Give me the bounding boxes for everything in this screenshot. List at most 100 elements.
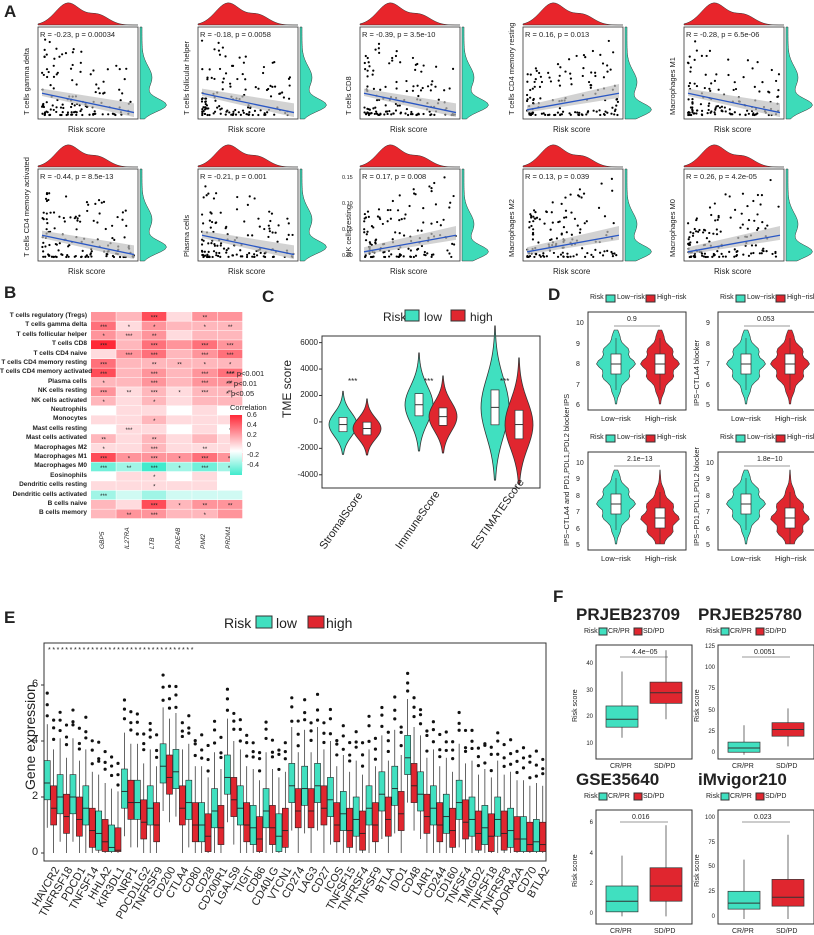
scatter-point	[244, 88, 247, 91]
scatter-point	[727, 58, 730, 61]
scatter-point	[398, 253, 401, 256]
correlation-stat: R = -0.28, p = 6.5e-06	[686, 30, 760, 39]
y-tick: 5	[576, 542, 580, 549]
scatter-point	[363, 111, 366, 114]
outlier-point	[174, 693, 178, 697]
scatter-point	[526, 73, 529, 76]
outlier-point	[367, 739, 371, 744]
scatter-point	[44, 255, 47, 258]
scatter-point	[209, 211, 212, 214]
scatter-point	[705, 54, 708, 58]
scatter-point	[88, 113, 91, 116]
y-axis-label: IPS	[562, 393, 571, 406]
scatter-point	[739, 226, 742, 229]
scatter-point	[704, 255, 707, 259]
scatter-point	[706, 112, 709, 115]
scatter-point	[222, 77, 225, 80]
box-low	[275, 813, 283, 852]
panel-label-e: E	[4, 608, 16, 627]
scatter-point	[567, 58, 571, 61]
boxplot-pair-1	[717, 644, 814, 760]
scatter-point	[576, 111, 579, 114]
outlier-point	[161, 698, 165, 702]
scatter-point	[96, 221, 99, 224]
scatter-point	[443, 89, 446, 92]
scatter-point	[761, 81, 764, 84]
scatter-point	[58, 242, 61, 245]
outlier-point	[219, 755, 223, 760]
scatter-point	[113, 238, 116, 241]
box-high	[513, 816, 521, 852]
y-tick: 8	[706, 492, 710, 500]
scatter-point	[239, 255, 243, 258]
scatter-point	[708, 49, 712, 52]
scatter-point	[45, 199, 49, 203]
scatter-point	[402, 255, 405, 258]
scatter-point	[76, 219, 79, 222]
heatmap-cell	[166, 462, 192, 472]
outlier-point	[109, 755, 114, 759]
y-axis-label: IPS−CTLA4 blocker	[692, 339, 701, 406]
heatmap-cell	[217, 434, 243, 444]
heatmap-cell	[116, 406, 142, 415]
scatter-point	[208, 113, 211, 117]
scatter-point	[569, 193, 572, 196]
y-tick: 9	[706, 320, 710, 327]
outlier-point	[418, 713, 423, 717]
scatter-point	[104, 227, 107, 231]
box-low	[417, 771, 424, 812]
scatter-point	[760, 252, 763, 255]
scatter-point	[364, 239, 368, 242]
scatter-point	[200, 238, 204, 241]
p-value: 0.053	[757, 316, 775, 323]
box-high	[423, 793, 431, 834]
scatter-point	[692, 112, 695, 115]
scatter-point	[48, 254, 51, 257]
scatter-point	[266, 111, 269, 114]
scatter-plot-3	[522, 2, 652, 120]
legend-keys-0	[598, 627, 643, 636]
box-high	[397, 791, 405, 831]
scatter-point	[615, 97, 619, 101]
scatter-point	[574, 111, 577, 114]
legend-title: Risk	[584, 793, 598, 800]
scatter-point	[405, 89, 408, 93]
scatter-point	[391, 59, 394, 62]
scatter-point	[277, 224, 280, 227]
scatter-point	[399, 61, 402, 64]
outlier-point	[528, 760, 532, 764]
heatmap-cell	[166, 509, 192, 519]
scatter-point	[774, 79, 778, 83]
scatter-point	[421, 86, 424, 90]
outlier-point	[509, 762, 513, 766]
scatter-point	[42, 241, 45, 244]
scatter-point	[218, 104, 221, 108]
scatter-point	[591, 49, 595, 53]
scatter-point	[92, 69, 95, 72]
scatter-point	[713, 79, 717, 82]
scatter-point	[201, 97, 204, 100]
scatter-point	[533, 85, 536, 88]
scatter-point	[414, 68, 417, 72]
outlier-point	[225, 687, 230, 691]
heatmap-row-label: Dendritic cells resting	[19, 481, 87, 489]
scatter-point	[115, 64, 118, 67]
colorbar-tick: -0.2	[247, 452, 260, 459]
scatter-point	[212, 112, 215, 115]
scatter-point	[236, 195, 239, 199]
scatter-point	[562, 255, 565, 258]
outlier-point	[496, 739, 500, 743]
scatter-point	[604, 110, 607, 113]
scatter-point	[530, 216, 533, 219]
scatter-point	[388, 255, 391, 258]
box-high	[462, 799, 469, 840]
scatter-point	[45, 68, 49, 71]
box-low	[533, 819, 540, 852]
scatter-point	[431, 80, 434, 83]
scatter-point	[754, 113, 758, 116]
scatter-point	[374, 110, 378, 113]
scatter-point	[372, 107, 375, 110]
scatter-point	[55, 73, 58, 76]
outlier-point	[444, 748, 448, 753]
y-tick: 75	[708, 686, 715, 693]
